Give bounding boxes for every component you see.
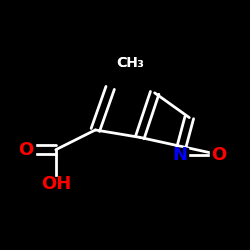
Text: CH₃: CH₃ xyxy=(117,56,143,70)
Bar xyxy=(113,56,147,70)
Bar xyxy=(42,178,70,191)
Bar xyxy=(171,148,188,162)
Text: O: O xyxy=(211,146,226,164)
Text: O: O xyxy=(18,141,34,159)
Bar xyxy=(210,148,228,162)
Text: OH: OH xyxy=(41,175,71,193)
Text: CH₃: CH₃ xyxy=(116,56,144,70)
Text: N: N xyxy=(172,146,187,164)
Bar xyxy=(18,143,35,157)
